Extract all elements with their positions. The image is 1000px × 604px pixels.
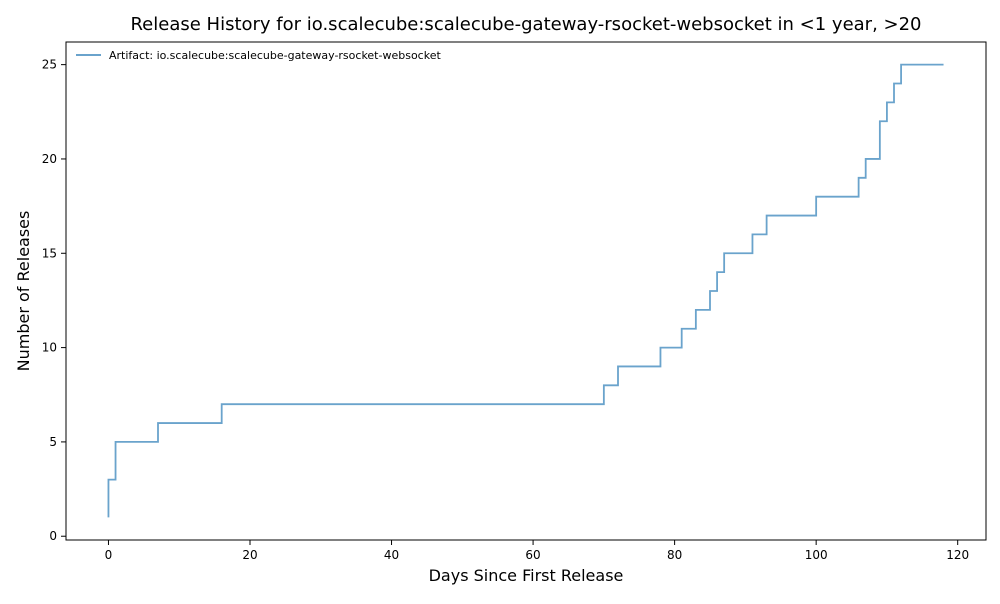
y-tick-label: 5	[49, 435, 57, 449]
x-tick-label: 40	[384, 548, 399, 562]
y-tick-label: 0	[49, 529, 57, 543]
chart-title: Release History for io.scalecube:scalecu…	[130, 14, 921, 35]
legend-label: Artifact: io.scalecube:scalecube-gateway…	[109, 49, 441, 62]
x-tick-label: 0	[105, 548, 113, 562]
series-layer	[107, 63, 944, 518]
x-axis-label: Days Since First Release	[429, 566, 624, 585]
x-axis: 0 20 40 60 80 100 120	[105, 540, 969, 562]
x-tick-label: 20	[242, 548, 257, 562]
x-tick-label: 100	[805, 548, 828, 562]
y-axis-label: Number of Releases	[14, 211, 33, 372]
series-step-line	[107, 63, 944, 518]
y-tick-label: 15	[42, 246, 57, 260]
x-tick-label: 80	[667, 548, 682, 562]
y-tick-label: 25	[42, 58, 57, 72]
x-tick-label: 120	[946, 548, 969, 562]
legend: Artifact: io.scalecube:scalecube-gateway…	[76, 49, 441, 62]
y-axis: 0 5 10 15 20 25	[42, 58, 66, 543]
y-tick-label: 10	[42, 341, 57, 355]
y-tick-label: 20	[42, 152, 57, 166]
x-tick-label: 60	[525, 548, 540, 562]
plot-area-frame	[65, 41, 987, 541]
